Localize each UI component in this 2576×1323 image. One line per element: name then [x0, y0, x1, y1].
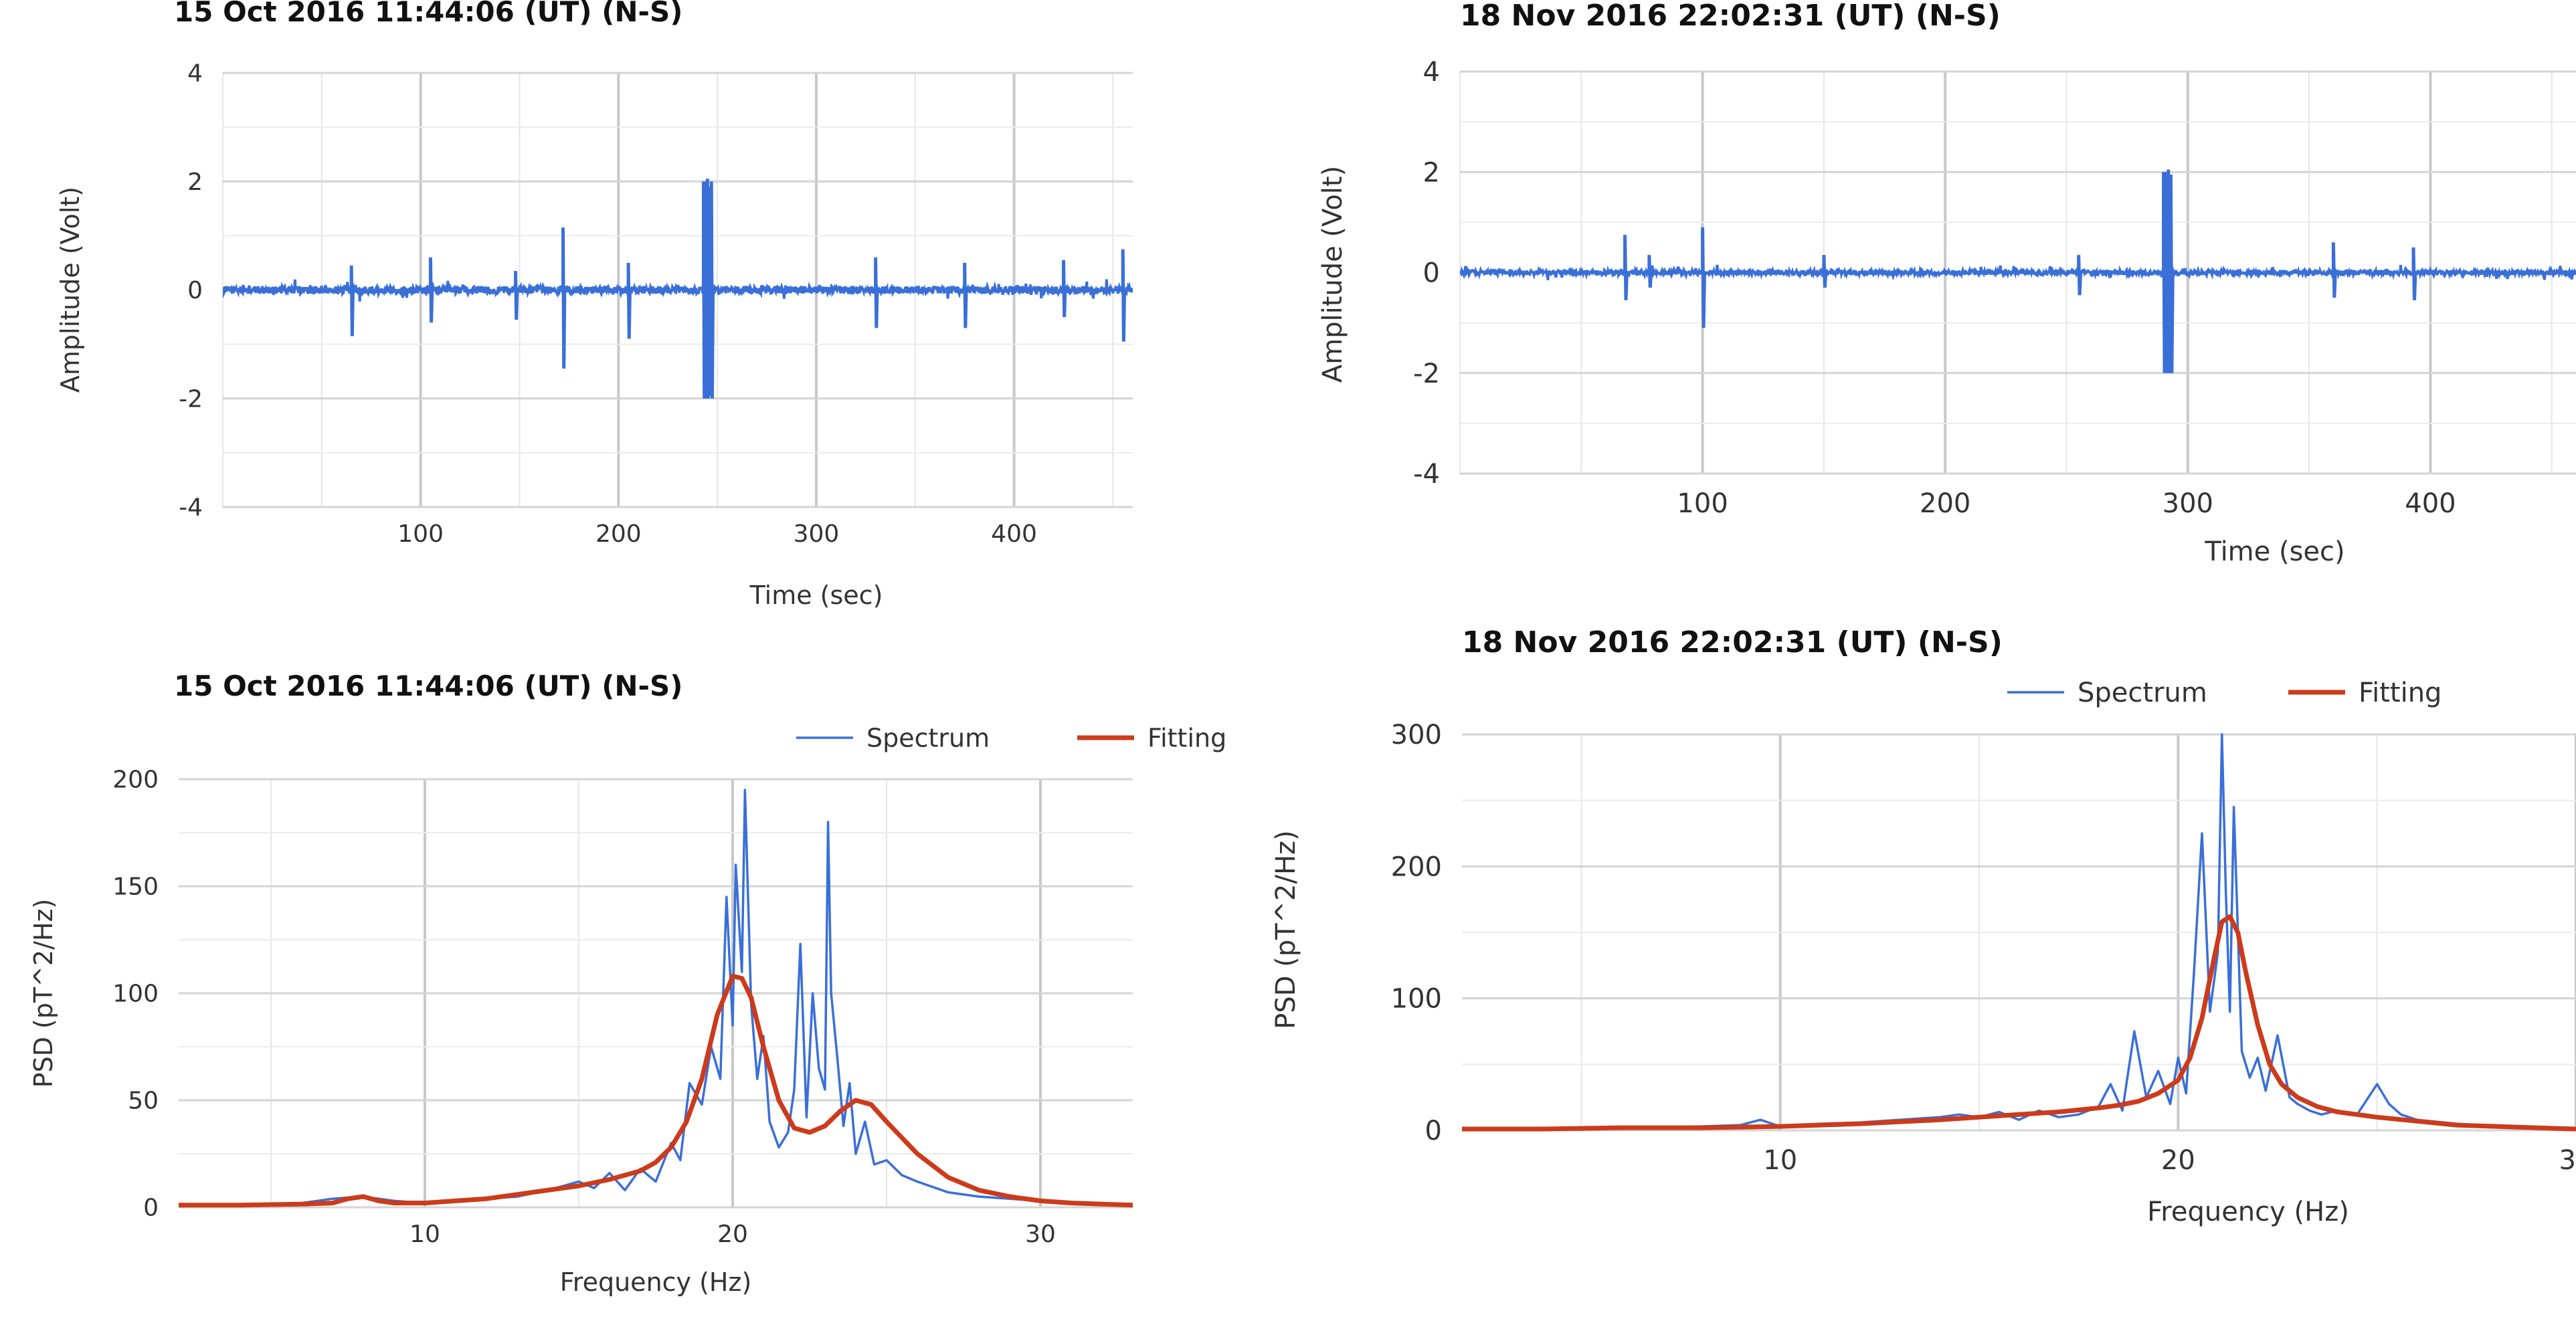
y-axis-label: Amplitude (Volt)	[1317, 166, 1348, 383]
y-tick-label: 100	[112, 981, 159, 1008]
signal-spike	[561, 227, 567, 369]
signal-spike	[1623, 235, 1629, 300]
legend: Spectrum Fitting	[796, 723, 1226, 752]
x-tick-label: 200	[595, 520, 642, 548]
chart-title: 18 Nov 2016 22:02:31 (UT) (N-S)	[1462, 625, 2003, 659]
chart-1: 15 Oct 2016 11:44:06 (UT) (N-S) -4 -2 0 2 4 10…	[56, 0, 1133, 610]
signal-spike	[2162, 172, 2167, 373]
y-tick-label: 150	[112, 874, 159, 901]
x-tick-label: 20	[717, 1221, 748, 1248]
y-axis-label: PSD (pT^2/Hz)	[1271, 830, 1301, 1029]
y-tick-label: -2	[179, 385, 203, 413]
x-axis-label: Frequency (Hz)	[560, 1267, 752, 1297]
y-tick-label: 200	[112, 767, 159, 794]
chart-title: 18 Nov 2016 22:02:31 (UT) (N-S)	[1460, 0, 2001, 33]
x-tick-label: 300	[794, 520, 840, 548]
signal-spike	[2077, 255, 2083, 296]
grid	[222, 72, 1133, 508]
y-tick-label: 0	[143, 1195, 159, 1222]
y-tick-label: 100	[1391, 984, 1442, 1015]
legend-label-spectrum: Spectrum	[2078, 678, 2207, 708]
y-tick-label: -4	[1413, 459, 1440, 490]
signal-spike	[1822, 255, 1828, 288]
y-axis-label: PSD (pT^2/Hz)	[29, 899, 58, 1088]
plot-area	[179, 789, 1133, 1208]
y-tick-label: -2	[1413, 359, 1440, 389]
x-tick-label: 200	[1920, 488, 1970, 519]
y-axis-label: Amplitude (Volt)	[56, 187, 85, 393]
signal-spike	[1121, 249, 1127, 342]
x-tick-label: 400	[991, 520, 1037, 548]
y-tick-label: 4	[187, 60, 203, 88]
signal-spike	[2164, 172, 2170, 373]
plot-area	[1462, 733, 2576, 1132]
x-tick-label: 30	[2559, 1145, 2576, 1176]
signal-spike	[349, 265, 355, 336]
chart-2: 18 Nov 2016 22:02:31 (UT) (N-S) -4 -2 0 2 4 10…	[1317, 0, 2576, 567]
x-axis-label: Time (sec)	[2204, 536, 2344, 567]
x-tick-label: 30	[1025, 1221, 1056, 1248]
y-tick-label: 0	[187, 277, 203, 304]
series-fitting-line	[1462, 914, 2576, 1132]
signal-spike	[709, 181, 715, 399]
signal-spike	[2331, 242, 2337, 298]
y-tick-label: 0	[1425, 1116, 1442, 1146]
signal-trace	[223, 279, 1133, 302]
series-spectrum-line	[179, 789, 1133, 1207]
grid	[179, 778, 1133, 1209]
chart-3: 15 Oct 2016 11:44:06 (UT) (N-S) 0 50 100 150…	[29, 670, 1226, 1297]
x-tick-label: 10	[409, 1221, 440, 1248]
chart-title: 15 Oct 2016 11:44:06 (UT) (N-S)	[174, 670, 682, 702]
y-tick-label: 2	[1423, 157, 1440, 188]
y-tick-label: 4	[1423, 57, 1440, 88]
signal-spike	[963, 262, 968, 328]
signal-spike	[2411, 247, 2417, 300]
signal-spike	[1647, 255, 1653, 288]
y-tick-label: 0	[1423, 258, 1440, 289]
y-tick-label: 50	[128, 1088, 159, 1115]
signal-trace	[1460, 264, 2576, 281]
signal-spike	[626, 262, 632, 339]
signal-spike	[2169, 174, 2175, 373]
signal-spike	[874, 257, 879, 328]
x-axis-label: Time (sec)	[749, 581, 883, 610]
y-tick-label: -4	[179, 494, 203, 522]
plot-area	[1460, 169, 2576, 373]
y-tick-label: 200	[1391, 851, 1442, 882]
legend: Spectrum Fitting	[2007, 678, 2442, 708]
y-tick-label: 300	[1391, 720, 1442, 750]
x-tick-label: 100	[397, 520, 444, 548]
signal-spike	[2167, 169, 2173, 373]
x-axis-label: Frequency (Hz)	[2147, 1197, 2349, 1227]
x-tick-label: 20	[2161, 1145, 2195, 1176]
legend-label-fitting: Fitting	[2359, 678, 2442, 708]
signal-spike	[1701, 227, 1707, 328]
legend-label-fitting: Fitting	[1147, 723, 1226, 752]
signal-spike	[428, 257, 434, 323]
x-tick-label: 300	[2163, 488, 2213, 519]
x-tick-label: 100	[1677, 488, 1728, 519]
signal-spike	[1062, 260, 1067, 318]
plot-area	[223, 179, 1133, 399]
chart-4: 18 Nov 2016 22:02:31 (UT) (N-S) 0 100 200 30…	[1271, 625, 2576, 1227]
x-tick-label: 400	[2405, 488, 2456, 519]
y-tick-label: 2	[187, 169, 203, 196]
chart-title: 15 Oct 2016 11:44:06 (UT) (N-S)	[174, 0, 682, 28]
grid	[1462, 733, 2576, 1132]
signal-spike	[514, 271, 519, 320]
legend-label-spectrum: Spectrum	[866, 723, 990, 752]
series-fitting-line	[179, 973, 1133, 1208]
x-tick-label: 10	[1763, 1145, 1797, 1176]
